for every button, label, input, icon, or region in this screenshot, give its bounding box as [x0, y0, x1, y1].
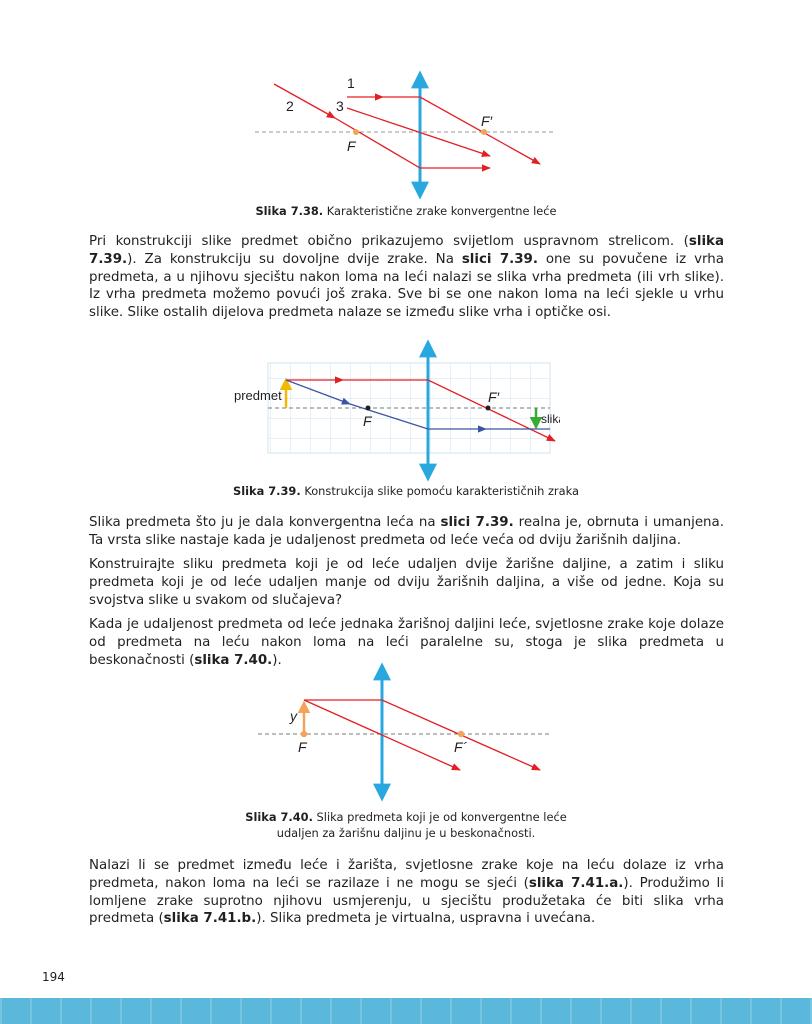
ray-focal [285, 379, 351, 405]
caption-text: Karakteristične zrake konvergentne leće [326, 204, 557, 218]
text: Kada je udaljenost predmeta od leće jedn… [89, 617, 724, 668]
text: ). Za konstrukciju su dovoljne dvije zra… [127, 251, 462, 267]
focus-point-F [300, 730, 308, 738]
figure-7-39: predmet slika F F′ [234, 339, 560, 482]
label-Fprime: F′ [488, 389, 501, 405]
figure-7-40: y F F´ [258, 662, 550, 802]
label-image: slika [541, 412, 560, 426]
ray-2-b [334, 117, 491, 172]
ray-parallel [304, 699, 541, 771]
figure-7-40-caption: Slika 7.40. Slika predmeta koji je od ko… [0, 809, 812, 841]
paragraph-2: Slika predmeta što ju je dala konvergent… [89, 514, 724, 550]
ray-2 [273, 83, 336, 119]
text: Pri konstrukciji slike predmet obično pr… [89, 234, 689, 249]
focus-point-Fprime [485, 405, 491, 411]
paragraph-1: Pri konstrukciji slike predmet obično pr… [89, 233, 724, 322]
label-Fprime: F′ [481, 113, 494, 129]
ray-1 [383, 96, 541, 165]
caption-number: Slika 7.38. [255, 204, 324, 218]
text: Konstruirajte sliku predmeta koji je od … [89, 557, 724, 608]
figure-reference: slici 7.39. [461, 251, 538, 267]
ray-focal-b [349, 403, 487, 433]
focus-point-Fprime [457, 730, 465, 738]
caption-number: Slika 7.40. [245, 810, 313, 824]
ray-3 [346, 107, 491, 157]
figure-7-38-caption: Slika 7.38. Karakteristične zrake konver… [0, 203, 812, 219]
text: ). [272, 652, 282, 668]
figure-reference: slika 7.40. [194, 652, 273, 668]
ray-parallel-b [343, 379, 556, 442]
label-F: F [347, 138, 357, 154]
focus-point-F [365, 405, 371, 411]
text: ). Produžimo li lomljene zrake suprotno … [89, 875, 724, 927]
figure-reference: slika 7.39. [89, 234, 724, 267]
label-object: predmet [234, 388, 282, 403]
text: ). Slika predmeta je virtualna, uspravna… [256, 911, 596, 927]
label-Fprime: F´ [454, 739, 468, 755]
figure-reference: slici 7.39. [440, 515, 514, 530]
caption-number: Slika 7.39. [233, 484, 301, 498]
label-ray-3: 3 [336, 98, 344, 114]
text: Nalazi li se predmet između leće i žariš… [89, 858, 724, 891]
focus-point-F [353, 129, 359, 135]
figure-7-38: 1 2 3 F F′ [255, 70, 555, 200]
text: realna je, obrnuta i umanjena. Ta vrsta … [89, 515, 725, 548]
figure-reference: slika 7.41.b. [163, 911, 257, 927]
caption-text: udaljen za žarišnu daljinu je u beskonač… [276, 826, 536, 840]
label-ray-2: 2 [286, 98, 294, 114]
caption-text: Slika predmeta koji je od konvergentne l… [316, 810, 567, 824]
paragraph-5: Nalazi li se predmet između leće i žariš… [89, 857, 724, 928]
footer-band-pattern [0, 998, 812, 1024]
paragraph-4: Kada je udaljenost predmeta od leće jedn… [89, 616, 724, 669]
paragraph-3: Konstruirajte sliku predmeta koji je od … [89, 556, 724, 609]
footer-band [0, 998, 812, 1024]
figure-reference: slika 7.41.a. [528, 875, 624, 891]
label-y: y [289, 708, 298, 724]
caption-text: Konstrukcija slike pomoću karakterističn… [304, 484, 579, 498]
text: Slika predmeta što ju je dala konvergent… [89, 515, 441, 530]
label-ray-1: 1 [347, 75, 355, 91]
figure-7-39-caption: Slika 7.39. Konstrukcija slike pomoću ka… [0, 483, 812, 499]
label-F: F [298, 739, 308, 755]
label-F: F [363, 413, 373, 429]
focus-point-Fprime [481, 129, 487, 135]
ray-center [303, 699, 461, 771]
page-number: 194 [42, 970, 65, 984]
text: one su povučene iz vrha predmeta, a u nj… [89, 251, 724, 321]
